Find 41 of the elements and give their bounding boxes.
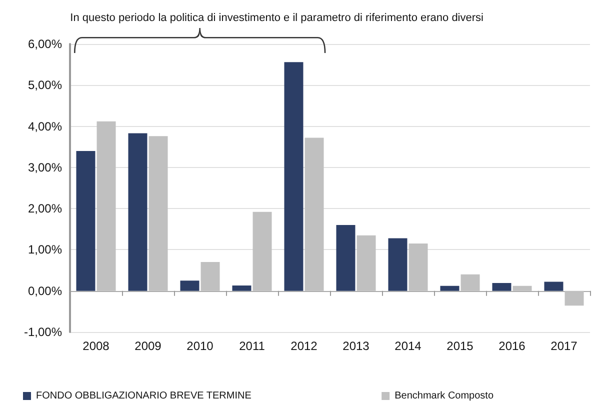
bar bbox=[128, 133, 148, 291]
y-tick-label: 0,00% bbox=[28, 284, 62, 298]
y-tick-label: 4,00% bbox=[28, 119, 62, 134]
bar bbox=[408, 244, 428, 291]
bar bbox=[492, 283, 512, 291]
x-tick-label: 2011 bbox=[239, 339, 266, 353]
x-tick-label: 2010 bbox=[186, 339, 214, 353]
y-tick-label: 1,00% bbox=[28, 242, 62, 257]
x-tick-label: 2016 bbox=[498, 339, 526, 353]
bar bbox=[76, 150, 96, 291]
x-tick-label: 2014 bbox=[394, 339, 422, 353]
y-tick-label: -1,00% bbox=[24, 325, 62, 339]
x-tick-label: 2013 bbox=[342, 339, 370, 353]
bar bbox=[564, 290, 584, 306]
bar bbox=[252, 212, 272, 291]
x-tick-label: 2017 bbox=[550, 339, 578, 353]
bar bbox=[512, 286, 532, 291]
bar bbox=[180, 280, 200, 291]
x-tick-label: 2012 bbox=[290, 339, 318, 353]
bar bbox=[336, 225, 356, 291]
bar bbox=[232, 286, 252, 291]
y-tick-label: 6,00% bbox=[28, 37, 62, 51]
y-tick-label: 3,00% bbox=[28, 160, 62, 174]
x-tick-label: 2015 bbox=[446, 339, 474, 353]
bar bbox=[388, 238, 408, 291]
bar bbox=[304, 138, 324, 291]
bar bbox=[544, 282, 564, 291]
legend-label: FONDO OBBLIGAZIONARIO BREVE TERMINE bbox=[36, 390, 252, 402]
x-tick-label: 2008 bbox=[82, 339, 110, 353]
bar bbox=[284, 62, 304, 291]
bar bbox=[460, 274, 480, 291]
bar bbox=[148, 136, 168, 291]
legend-label: Benchmark Composto bbox=[394, 390, 494, 402]
bar bbox=[200, 262, 220, 291]
text: In questo periodo la politica di investimento e il parametro di riferimento erano diversi bbox=[70, 12, 484, 24]
bar bbox=[96, 121, 116, 291]
x-tick-label: 2009 bbox=[134, 339, 162, 353]
bar bbox=[356, 235, 376, 291]
y-tick-label: 5,00% bbox=[28, 78, 62, 92]
bar bbox=[440, 286, 460, 291]
y-tick-label: 2,00% bbox=[28, 202, 62, 216]
